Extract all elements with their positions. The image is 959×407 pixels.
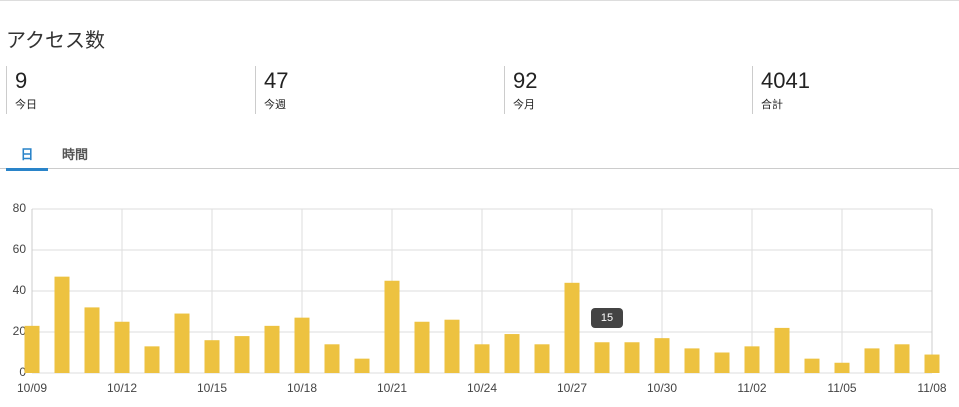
stat-value: 9 bbox=[15, 68, 28, 93]
bar bbox=[234, 336, 250, 373]
bar bbox=[594, 342, 610, 373]
stat-label: 今月 bbox=[513, 99, 535, 111]
stat-value: 4041 bbox=[761, 68, 810, 93]
stat: 92 今月 bbox=[504, 66, 743, 114]
y-tick-label: 0 bbox=[19, 365, 26, 379]
bar bbox=[354, 358, 370, 373]
bar bbox=[684, 348, 700, 373]
x-tick-label: 10/27 bbox=[557, 381, 587, 395]
bar bbox=[504, 334, 520, 373]
page-title: アクセス数 bbox=[6, 30, 105, 52]
x-tick-label: 10/15 bbox=[197, 381, 227, 395]
tooltip-value: 15 bbox=[601, 312, 613, 324]
bar bbox=[654, 338, 670, 373]
bar bbox=[84, 307, 100, 373]
x-tick-label: 10/30 bbox=[647, 381, 677, 395]
tooltip: 15 bbox=[591, 308, 623, 328]
bar bbox=[534, 344, 550, 373]
x-tick-label: 10/12 bbox=[107, 381, 137, 395]
bar bbox=[744, 346, 760, 373]
x-tick-label: 10/21 bbox=[377, 381, 407, 395]
tab[interactable]: 日 bbox=[6, 144, 48, 171]
bar bbox=[324, 344, 340, 373]
x-tick-label: 10/24 bbox=[467, 381, 497, 395]
x-tick-label: 11/05 bbox=[827, 381, 856, 395]
bar bbox=[864, 348, 880, 373]
bar bbox=[624, 342, 640, 373]
y-tick-label: 20 bbox=[13, 324, 27, 338]
stat-label: 今日 bbox=[15, 99, 37, 111]
stat-value: 47 bbox=[264, 68, 289, 93]
bar bbox=[114, 321, 130, 373]
tab-bar: 日 時間 bbox=[0, 140, 959, 171]
bar bbox=[774, 327, 790, 373]
x-tick-label: 10/09 bbox=[17, 381, 47, 395]
bar bbox=[144, 346, 160, 373]
bar bbox=[24, 325, 40, 373]
stat: 4041 合計 bbox=[752, 66, 959, 114]
y-tick-label: 40 bbox=[13, 283, 27, 297]
tab[interactable]: 時間 bbox=[62, 147, 89, 162]
stat-value: 92 bbox=[513, 68, 538, 93]
y-tick-label: 60 bbox=[13, 242, 27, 256]
x-tick-label: 11/08 bbox=[917, 381, 946, 395]
stat-label: 合計 bbox=[761, 99, 783, 111]
bar bbox=[564, 282, 580, 373]
tooltip-box bbox=[591, 308, 623, 328]
y-tick-label: 80 bbox=[13, 201, 27, 215]
bar bbox=[924, 354, 940, 373]
bar bbox=[204, 340, 220, 373]
bar bbox=[294, 317, 310, 373]
bar bbox=[444, 319, 460, 373]
bar bbox=[264, 325, 280, 373]
x-tick-label: 10/18 bbox=[287, 381, 317, 395]
stat-label: 今週 bbox=[264, 99, 286, 111]
x-tick-label: 11/02 bbox=[737, 381, 766, 395]
bar bbox=[894, 344, 910, 373]
bar bbox=[474, 344, 490, 373]
stat: 47 今週 bbox=[255, 66, 494, 114]
divider bbox=[0, 0, 959, 1]
bar bbox=[834, 362, 850, 373]
bar bbox=[174, 313, 190, 373]
stat: 9 今日 bbox=[6, 66, 245, 114]
bar bbox=[384, 280, 400, 373]
bar bbox=[414, 321, 430, 373]
bar bbox=[804, 358, 820, 373]
bar bbox=[714, 352, 730, 373]
bar bbox=[54, 276, 70, 373]
